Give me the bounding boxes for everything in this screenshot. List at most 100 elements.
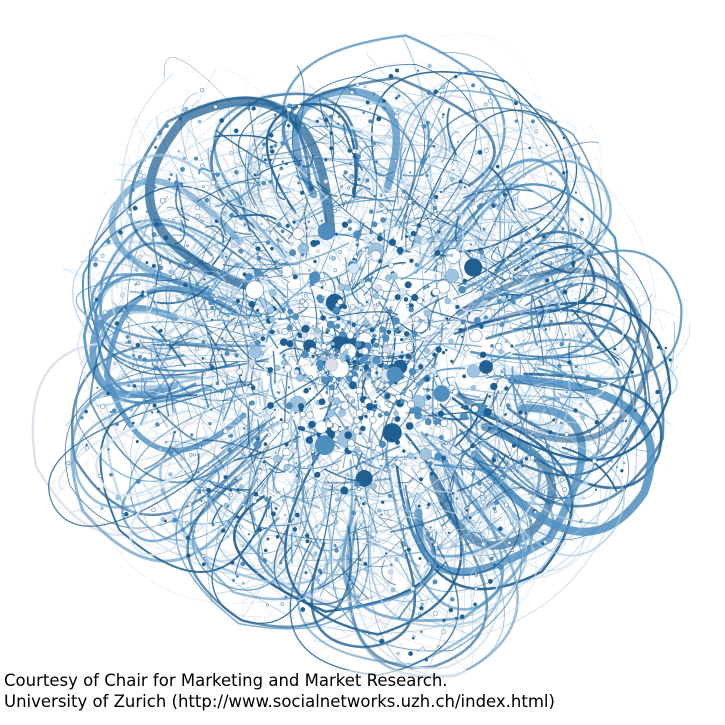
network-node: [109, 472, 113, 477]
network-node: [229, 212, 235, 218]
network-node: [295, 474, 299, 478]
network-node: [194, 346, 200, 351]
network-node: [267, 372, 271, 376]
core-edge: [434, 164, 451, 174]
network-node: [471, 472, 476, 476]
core-edge: [265, 322, 278, 343]
network-node: [448, 384, 455, 391]
core-edge: [208, 408, 256, 430]
network-node: [152, 185, 157, 190]
network-node: [476, 204, 482, 210]
network-node: [349, 90, 355, 95]
network-node: [505, 403, 511, 408]
network-node: [531, 489, 536, 494]
network-node: [382, 423, 402, 443]
network-node: [222, 428, 229, 434]
network-node: [550, 181, 557, 187]
network-node: [414, 349, 417, 353]
network-edge: [221, 312, 266, 443]
network-node: [345, 354, 351, 360]
core-edge: [150, 344, 169, 368]
network-node: [580, 218, 583, 222]
network-node: [452, 389, 459, 396]
network-node: [355, 386, 363, 395]
core-edge: [156, 407, 196, 441]
network-node: [292, 580, 296, 584]
core-edge: [431, 156, 460, 162]
network-node: [168, 269, 173, 274]
network-node: [80, 416, 84, 420]
network-node: [344, 431, 353, 440]
network-node: [286, 124, 291, 128]
network-node: [492, 555, 495, 558]
network-node: [102, 309, 108, 315]
network-node: [300, 607, 306, 612]
core-edge: [328, 311, 398, 319]
core-edge: [519, 445, 574, 483]
network-node: [399, 337, 404, 342]
core-edge: [549, 283, 561, 306]
network-node: [342, 304, 348, 310]
network-node: [255, 339, 261, 346]
network-node: [615, 466, 618, 468]
network-node: [405, 422, 414, 430]
network-node: [416, 649, 420, 652]
core-edge: [367, 466, 399, 484]
network-node: [183, 282, 188, 288]
network-node: [242, 272, 247, 277]
network-node: [348, 174, 354, 180]
petal-edge: [130, 388, 317, 576]
core-edge: [540, 394, 564, 415]
network-node: [487, 273, 492, 278]
core-edge: [248, 322, 301, 337]
network-node: [355, 409, 364, 417]
network-node: [372, 356, 381, 364]
network-node: [245, 273, 253, 281]
network-node: [263, 560, 267, 564]
core-edge: [317, 543, 368, 590]
network-node: [411, 512, 416, 517]
core-edge: [166, 398, 207, 410]
network-node: [380, 513, 383, 516]
core-edge: [381, 559, 396, 586]
network-node: [503, 413, 507, 416]
network-node: [322, 295, 326, 299]
core-edge: [311, 283, 356, 296]
core-edge: [209, 393, 243, 413]
network-node: [426, 90, 432, 96]
network-node: [571, 373, 576, 378]
network-node: [422, 124, 427, 129]
core-edge: [194, 447, 225, 470]
network-node: [106, 239, 111, 244]
network-node: [235, 298, 241, 304]
network-node: [488, 406, 493, 410]
network-node: [471, 405, 479, 413]
network-node: [168, 472, 173, 477]
network-node: [488, 578, 493, 584]
core-edge: [201, 367, 210, 409]
network-node: [270, 246, 274, 251]
network-node: [347, 219, 352, 224]
network-node: [471, 198, 475, 203]
core-edge: [232, 280, 245, 332]
network-node: [411, 636, 415, 640]
network-node: [559, 309, 563, 313]
network-node: [394, 415, 401, 423]
network-edge: [194, 213, 225, 335]
network-node: [346, 331, 355, 340]
network-node: [492, 145, 495, 149]
core-edge: [186, 303, 237, 311]
network-node: [552, 493, 558, 499]
network-node: [186, 292, 189, 296]
core-edge: [183, 384, 219, 393]
network-node: [332, 313, 337, 318]
network-node: [479, 287, 484, 291]
core-edge: [281, 280, 309, 345]
network-node: [193, 530, 196, 533]
network-node: [313, 152, 316, 156]
core-edge: [207, 170, 218, 189]
core-edge: [211, 504, 223, 524]
network-node: [408, 306, 414, 313]
network-node: [309, 271, 321, 284]
network-node: [420, 630, 423, 633]
